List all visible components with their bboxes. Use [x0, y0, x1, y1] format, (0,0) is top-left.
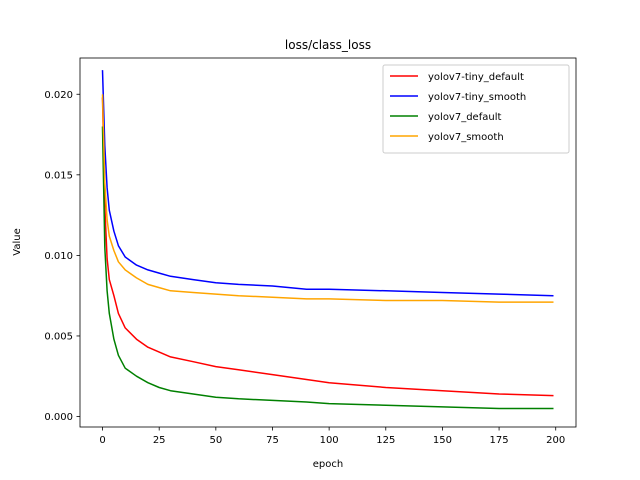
legend-items: yolov7-tiny_default yolov7-tiny_smoothyol…	[390, 72, 526, 143]
chart-title: loss/class_loss	[285, 38, 371, 52]
legend-label: yolov7-tiny_default	[428, 72, 524, 83]
x-tick-label: 0	[99, 435, 105, 446]
y-tick-label: 0.000	[44, 412, 73, 423]
x-tick-label: 50	[209, 435, 222, 446]
series-line-yolov7-tiny_smooth	[101, 70, 554, 297]
series-line-yolov7-tiny_default	[101, 97, 554, 397]
legend-label: yolov7_smooth	[428, 132, 504, 143]
x-axis-ticks: 0 25 50 75 100 125 150 175 200	[99, 427, 565, 446]
legend-label: yolov7_default	[428, 112, 501, 123]
y-tick-label: 0.020	[44, 90, 73, 101]
y-tick-label: 0.010	[44, 251, 73, 262]
x-tick-label: 175	[490, 435, 509, 446]
x-tick-label: 125	[376, 435, 395, 446]
x-tick-label: 75	[266, 435, 279, 446]
x-tick-label: 100	[320, 435, 339, 446]
x-tick-label: 150	[433, 435, 452, 446]
y-axis-title: Value	[12, 228, 23, 255]
series-line-yolov7_default	[101, 126, 554, 410]
legend-box	[382, 64, 570, 154]
y-tick-label: 0.005	[44, 331, 73, 342]
legend-label: yolov7-tiny_smooth	[428, 92, 526, 103]
legend: yolov7-tiny_default yolov7-tiny_smoothyol…	[382, 64, 570, 154]
plot-frame	[79, 57, 577, 428]
x-tick-label: 25	[153, 435, 166, 446]
x-axis-title: epoch	[313, 459, 343, 470]
y-axis-ticks: 0.000 0.005 0.010 0.015 0.020	[44, 90, 80, 423]
x-tick-label: 200	[546, 435, 565, 446]
y-tick-label: 0.015	[44, 170, 73, 181]
series-line-yolov7_smooth	[101, 94, 554, 303]
series-layer	[101, 70, 554, 410]
